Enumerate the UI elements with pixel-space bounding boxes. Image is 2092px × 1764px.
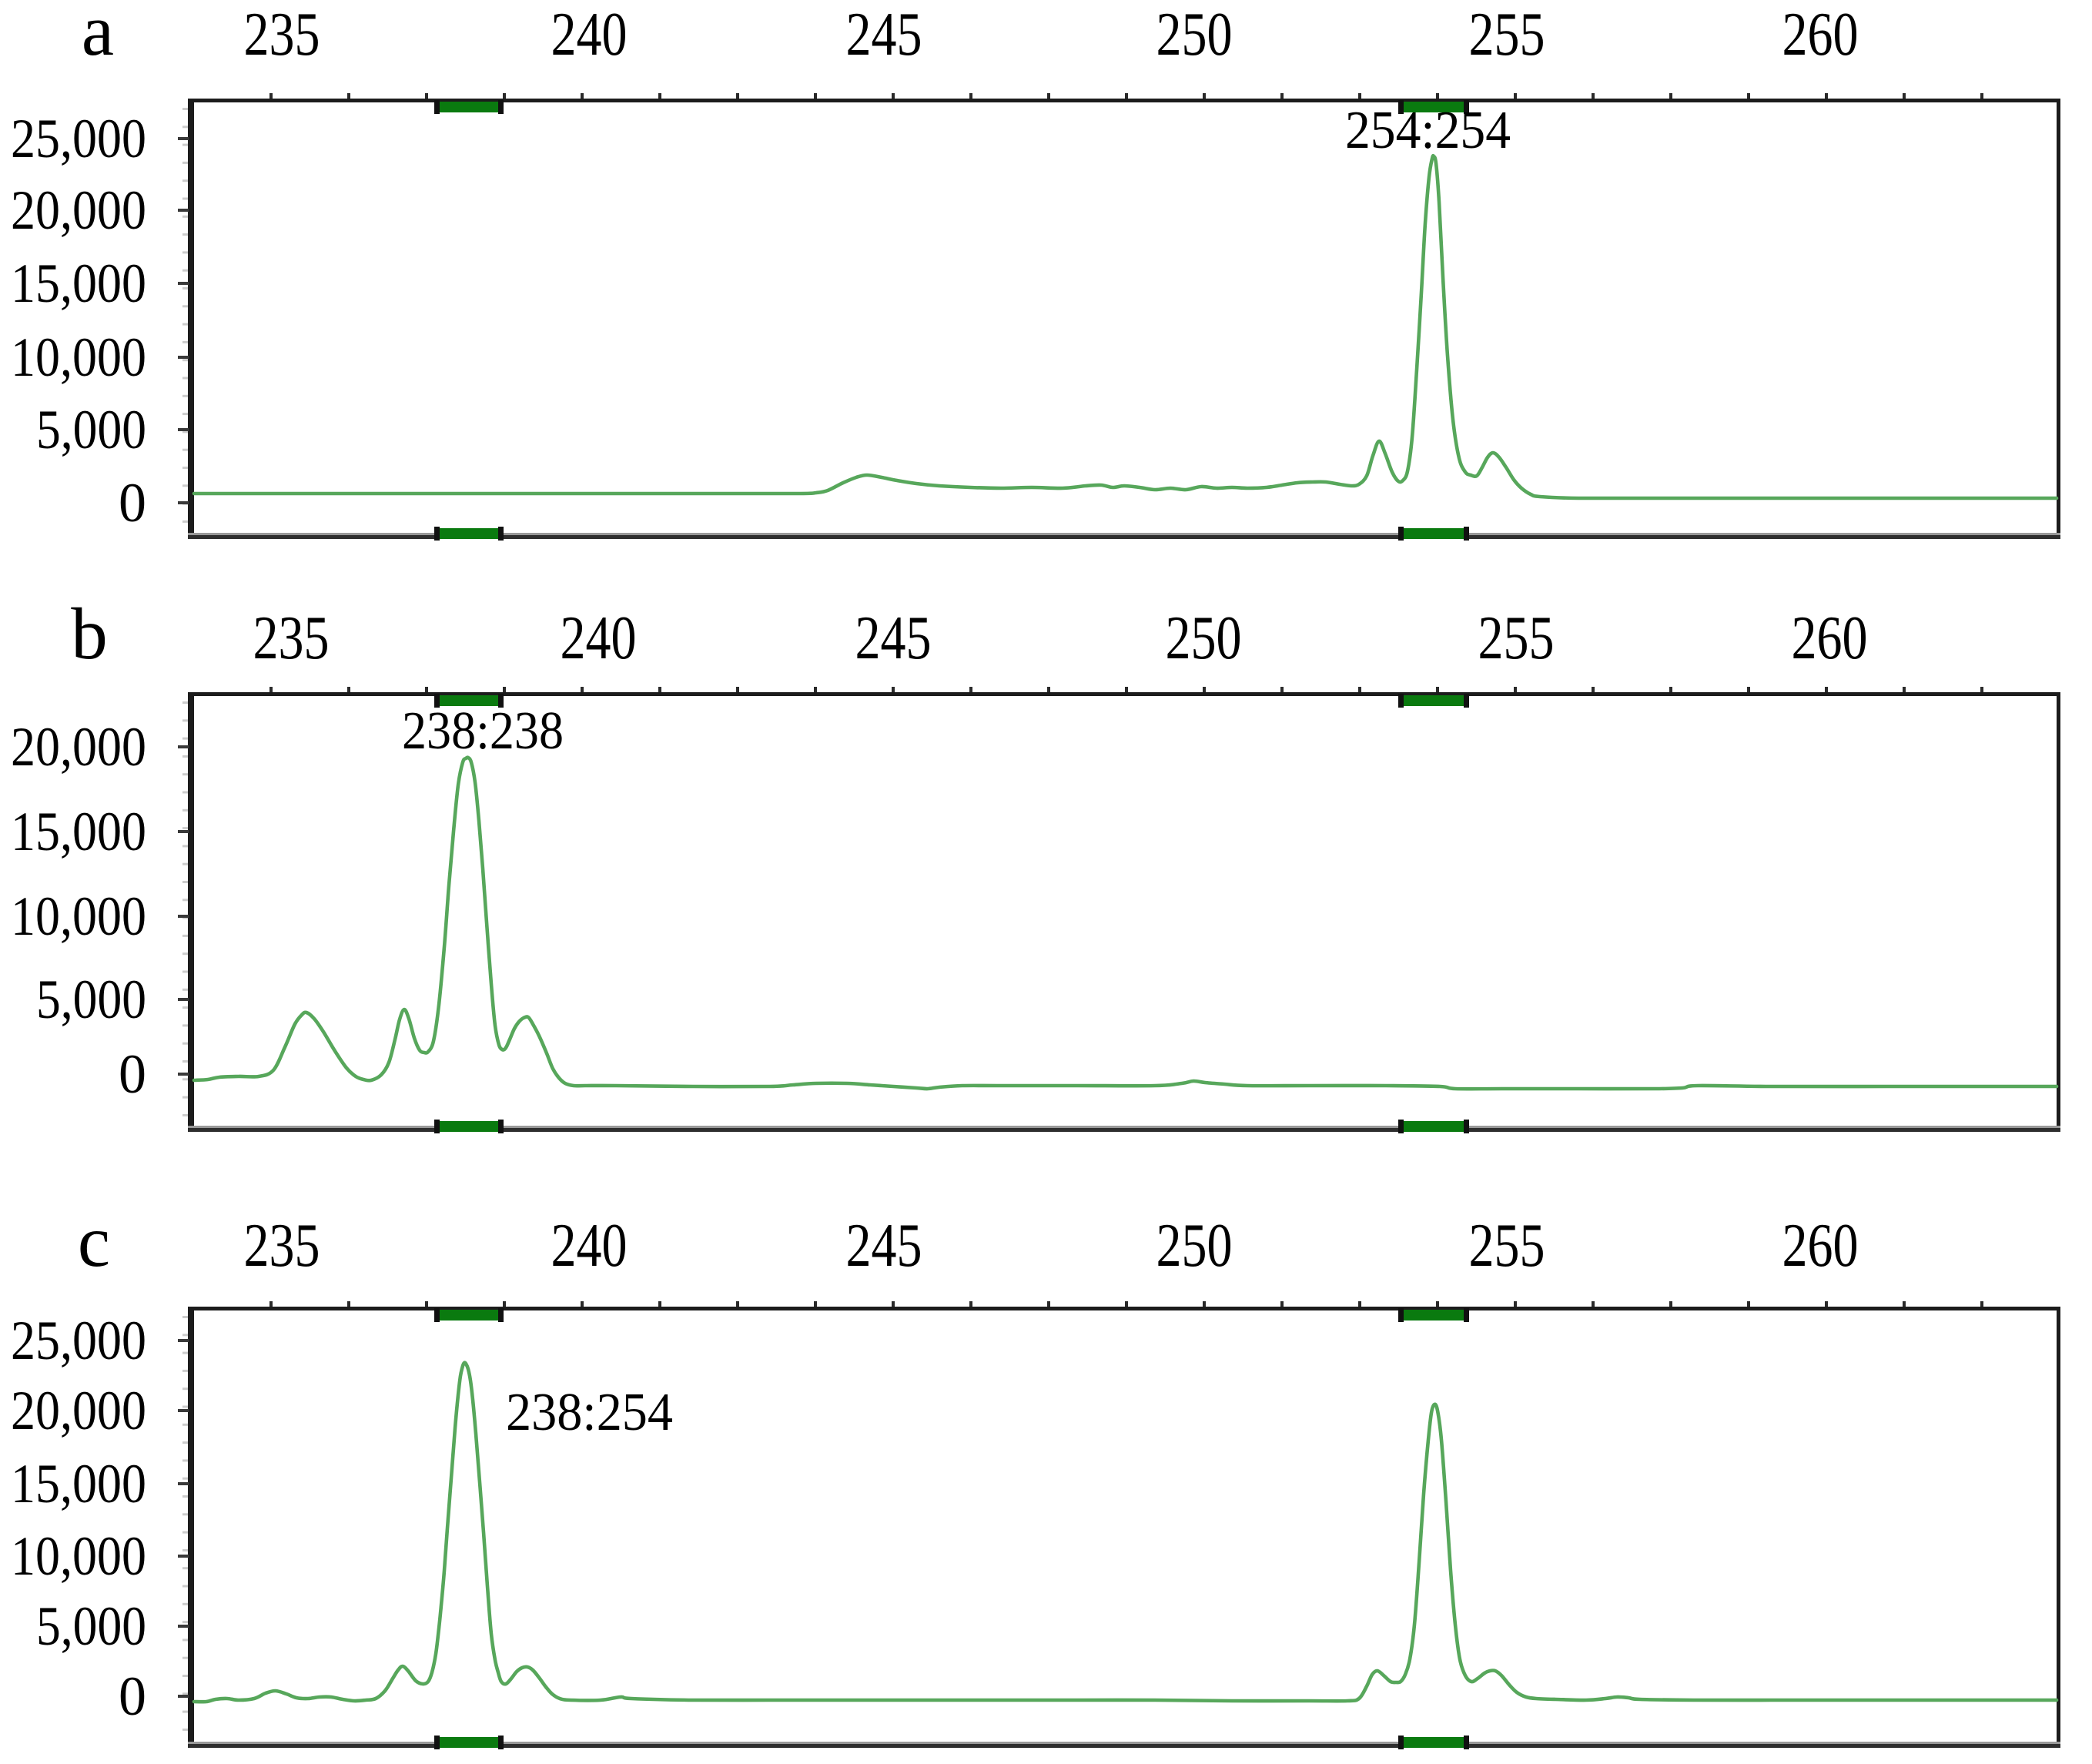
svg-text:260: 260 — [1792, 604, 1868, 672]
svg-text:20,000: 20,000 — [11, 179, 146, 241]
svg-text:235: 235 — [253, 604, 330, 672]
svg-text:10,000: 10,000 — [11, 1525, 146, 1587]
svg-text:a: a — [82, 0, 114, 71]
svg-text:5,000: 5,000 — [36, 969, 146, 1030]
svg-text:238:238: 238:238 — [402, 701, 564, 761]
svg-text:5,000: 5,000 — [36, 399, 146, 460]
svg-text:10,000: 10,000 — [11, 326, 146, 388]
svg-text:0: 0 — [119, 472, 146, 534]
svg-text:250: 250 — [1156, 1, 1233, 69]
svg-text:250: 250 — [1156, 1212, 1233, 1280]
svg-text:250: 250 — [1166, 604, 1242, 672]
svg-text:245: 245 — [846, 1, 922, 69]
svg-text:260: 260 — [1782, 1212, 1859, 1280]
svg-text:10,000: 10,000 — [11, 885, 146, 947]
svg-text:5,000: 5,000 — [36, 1595, 146, 1657]
svg-text:245: 245 — [855, 604, 932, 672]
svg-text:235: 235 — [244, 1, 320, 69]
svg-text:c: c — [78, 1200, 110, 1282]
svg-text:245: 245 — [846, 1212, 922, 1280]
svg-text:b: b — [71, 593, 108, 674]
svg-text:15,000: 15,000 — [11, 1453, 146, 1515]
svg-text:240: 240 — [551, 1212, 628, 1280]
svg-text:235: 235 — [244, 1212, 320, 1280]
svg-text:255: 255 — [1469, 1212, 1545, 1280]
svg-text:254:254: 254:254 — [1345, 101, 1511, 160]
svg-text:260: 260 — [1782, 1, 1859, 69]
svg-text:25,000: 25,000 — [11, 108, 146, 169]
svg-text:20,000: 20,000 — [11, 1380, 146, 1441]
svg-text:15,000: 15,000 — [11, 801, 146, 862]
svg-text:20,000: 20,000 — [11, 716, 146, 778]
svg-text:0: 0 — [119, 1665, 146, 1727]
svg-text:255: 255 — [1469, 1, 1545, 69]
svg-text:0: 0 — [119, 1043, 146, 1105]
svg-text:238:254: 238:254 — [506, 1383, 673, 1442]
svg-text:15,000: 15,000 — [11, 253, 146, 314]
svg-text:255: 255 — [1478, 604, 1555, 672]
svg-text:25,000: 25,000 — [11, 1310, 146, 1371]
svg-text:240: 240 — [561, 604, 637, 672]
svg-text:240: 240 — [551, 1, 628, 69]
